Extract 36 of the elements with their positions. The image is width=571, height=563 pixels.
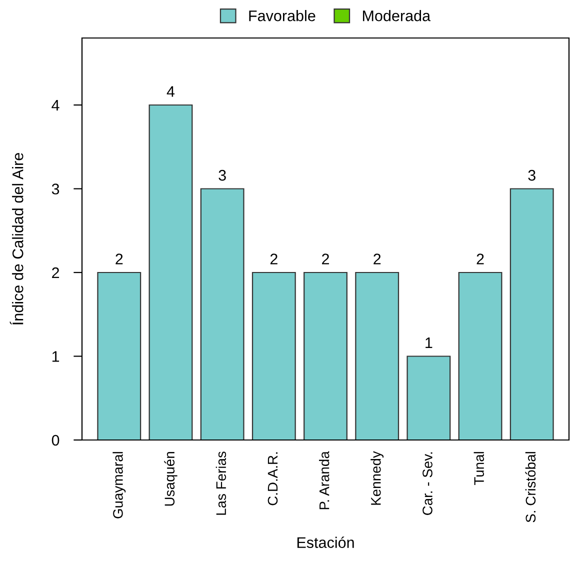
bar (304, 272, 348, 440)
legend-label: Moderada (362, 10, 431, 22)
data-label: 4 (166, 86, 175, 97)
x-tick-label: Tunal (474, 452, 484, 486)
data-label: 3 (528, 170, 536, 181)
x-tick-label: C.D.A.R. (268, 452, 278, 506)
data-label: 3 (218, 170, 226, 181)
bar (406, 356, 451, 440)
x-tick-label: Las Ferias (216, 452, 226, 515)
x-tick-label: P. Aranda (319, 451, 330, 510)
legend-label: Favorable (249, 10, 316, 22)
bar (355, 272, 400, 440)
data-label: 2 (270, 254, 278, 264)
data-label: 2 (374, 254, 381, 264)
bar (148, 104, 193, 440)
y-tick-label: 1 (52, 351, 60, 362)
data-label: 2 (116, 254, 123, 264)
bar (510, 188, 554, 440)
x-tick-label: S. Cristóbal (525, 452, 536, 522)
data-label: 2 (322, 254, 329, 264)
bar (252, 272, 296, 440)
bar (97, 272, 142, 440)
x-tick-label: Guaymaral (112, 452, 126, 518)
y-tick-label: 4 (52, 100, 60, 111)
x-tick-label: Car. - Sev. (422, 452, 432, 515)
x-tick-label: Usaquén (164, 452, 178, 506)
y-tick-label: 3 (52, 184, 60, 194)
data-label: 2 (476, 254, 484, 264)
data-label: 1 (426, 338, 432, 348)
x-tick-label: Kennedy (370, 451, 384, 505)
y-tick-label: 0 (52, 434, 60, 446)
y-axis-title: Índice de Calidad del Aire (10, 153, 24, 325)
x-axis-title: Estación (297, 536, 354, 548)
y-tick-label: 2 (52, 267, 60, 278)
bar (200, 188, 244, 440)
bar (458, 272, 502, 440)
